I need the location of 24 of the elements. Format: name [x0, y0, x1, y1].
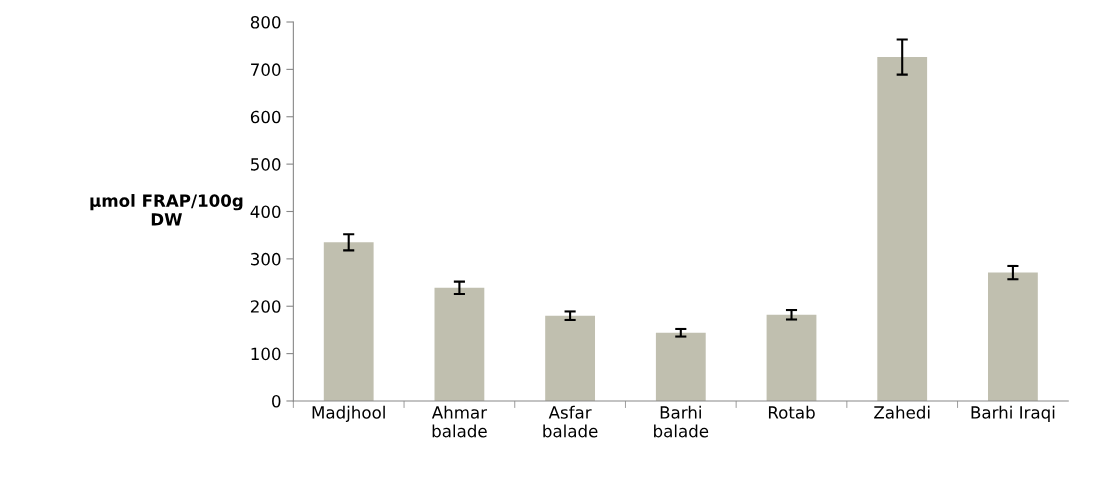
bar: [545, 315, 596, 401]
x-tick-label: Barhi Iraqi: [971, 405, 1055, 422]
y-tick-label: 800: [250, 15, 281, 29]
bar: [434, 287, 485, 401]
y-tick-label: 200: [250, 300, 281, 313]
bar: [655, 332, 706, 401]
bar: [323, 242, 374, 401]
y-tick-label: 100: [251, 347, 281, 361]
x-tick-label: Asfar balade: [543, 405, 598, 438]
y-tick-label: 700: [251, 63, 281, 76]
bar: [877, 57, 928, 401]
bar: [766, 314, 817, 401]
bar: [988, 272, 1038, 401]
y-tick-label: 500: [251, 158, 281, 171]
x-tick-label: Rotab: [768, 405, 815, 419]
y-axis-title: µmol FRAP/100g DW: [90, 194, 243, 226]
y-tick-label: 600: [250, 110, 281, 124]
y-tick-label: 0: [272, 394, 281, 408]
x-tick-label: Ahmar balade: [431, 405, 488, 438]
x-tick-label: Zahedi: [874, 405, 930, 419]
x-tick-label: Madjhool: [312, 405, 385, 422]
x-tick-label: Barhi balade: [654, 405, 709, 438]
y-tick-label: 400: [250, 205, 281, 219]
y-tick-label: 300: [251, 252, 281, 266]
